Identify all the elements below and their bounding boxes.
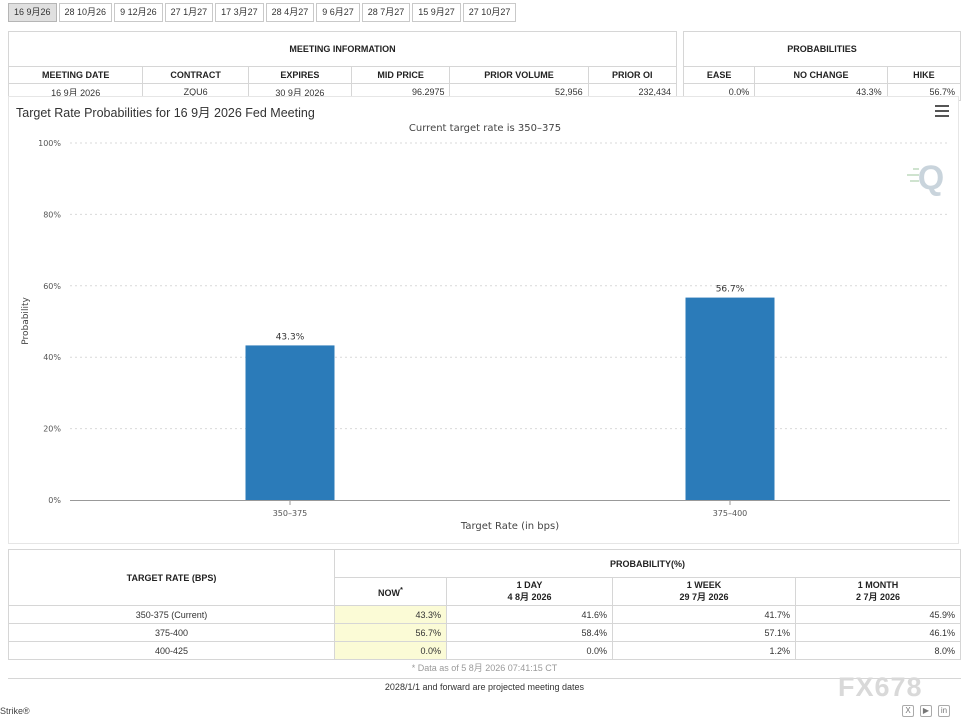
header-1-week: 1 WEEK 29 7月 2026 xyxy=(612,577,796,606)
row-rate: 350-375 (Current) xyxy=(8,605,335,624)
chart-title: Target Rate Probabilities for 16 9月 2026… xyxy=(16,106,315,120)
x-tick-label: 375–400 xyxy=(713,509,748,518)
q-logo-icon: Q xyxy=(907,159,944,197)
x-tick-label: 350–375 xyxy=(273,509,308,518)
header-hike: HIKE xyxy=(886,66,962,84)
tab-meeting-1[interactable]: 28 10月26 xyxy=(58,3,113,22)
watermark: FX678 xyxy=(838,672,923,702)
y-tick-label: 80% xyxy=(43,210,61,219)
table-row: 375-400 56.7% 58.4% 57.1% 46.1% xyxy=(8,623,961,642)
tab-meeting-8[interactable]: 15 9月27 xyxy=(412,3,461,22)
chart-menu-icon[interactable] xyxy=(935,105,949,117)
tab-meeting-6[interactable]: 9 6月27 xyxy=(316,3,360,22)
header-contract: CONTRACT xyxy=(142,66,249,84)
credit-text: Strike® xyxy=(0,706,30,716)
tab-meeting-5[interactable]: 28 4月27 xyxy=(265,3,315,22)
probabilities-table: PROBABILITIES EASE NO CHANGE HIKE 0.0% 4… xyxy=(682,31,962,101)
row-now: 56.7% xyxy=(334,623,447,642)
y-tick-label: 40% xyxy=(43,353,61,362)
header-meeting-date: MEETING DATE xyxy=(7,66,144,84)
row-1-day: 0.0% xyxy=(446,641,613,660)
table-row: 350-375 (Current) 43.3% 41.6% 41.7% 45.9… xyxy=(8,605,961,624)
tab-meeting-4[interactable]: 17 3月27 xyxy=(215,3,264,22)
header-1-month: 1 MONTH 2 7月 2026 xyxy=(795,577,961,606)
y-tick-label: 100% xyxy=(38,139,61,148)
meeting-info-table: MEETING INFORMATION MEETING DATE CONTRAC… xyxy=(7,31,678,101)
x-icon[interactable]: X xyxy=(902,705,914,717)
projected-dates-note: 2028/1/1 and forward are projected meeti… xyxy=(384,682,585,692)
x-axis-title: Target Rate (in bps) xyxy=(460,521,559,532)
footnote-divider xyxy=(8,678,961,679)
header-expires: EXPIRES xyxy=(247,66,352,84)
table-row: 400-425 0.0% 0.0% 1.2% 8.0% xyxy=(8,641,961,660)
y-tick-label: 20% xyxy=(43,425,61,434)
data-label: 56.7% xyxy=(716,285,745,295)
y-tick-label: 60% xyxy=(43,282,61,291)
row-1-month: 45.9% xyxy=(795,605,961,624)
target-rate-probability-table: TARGET RATE (BPS) PROBABILITY(%) NOW* 1 … xyxy=(8,549,961,660)
row-1-month: 46.1% xyxy=(795,623,961,642)
row-now: 43.3% xyxy=(334,605,447,624)
svg-text:Q: Q xyxy=(918,159,944,197)
tab-meeting-7[interactable]: 28 7月27 xyxy=(361,3,411,22)
row-1-day: 41.6% xyxy=(446,605,613,624)
bar xyxy=(245,345,335,500)
header-1-day: 1 DAY 4 8月 2026 xyxy=(446,577,613,606)
tab-meeting-0[interactable]: 16 9月26 xyxy=(8,3,57,22)
row-rate: 375-400 xyxy=(8,623,335,642)
meeting-tabs: 16 9月26 28 10月26 9 12月26 27 1月27 17 3月27… xyxy=(8,3,517,22)
probabilities-caption: PROBABILITIES xyxy=(683,31,961,67)
tab-meeting-9[interactable]: 27 10月27 xyxy=(462,3,517,22)
header-target-rate: TARGET RATE (BPS) xyxy=(8,549,335,606)
row-1-week: 57.1% xyxy=(612,623,796,642)
meeting-info-caption: MEETING INFORMATION xyxy=(8,31,677,67)
data-label: 43.3% xyxy=(276,332,305,342)
row-rate: 400-425 xyxy=(8,641,335,660)
header-prior-volume: PRIOR VOLUME xyxy=(449,66,589,84)
header-probability: PROBABILITY(%) xyxy=(334,549,961,578)
bar xyxy=(685,297,775,500)
y-axis-title: Probability xyxy=(21,297,31,345)
header-prior-oi: PRIOR OI xyxy=(587,66,678,84)
row-now: 0.0% xyxy=(334,641,447,660)
linkedin-icon[interactable]: in xyxy=(938,705,950,717)
row-1-month: 8.0% xyxy=(795,641,961,660)
y-tick-label: 0% xyxy=(48,496,61,505)
header-no-change: NO CHANGE xyxy=(754,66,888,84)
row-1-week: 1.2% xyxy=(612,641,796,660)
row-1-day: 58.4% xyxy=(446,623,613,642)
table-divider xyxy=(8,659,961,660)
chart-subtitle: Current target rate is 350–375 xyxy=(409,123,561,134)
header-ease: EASE xyxy=(682,66,756,84)
chart-panel: Current target rate is 350–375 0% 20% 40% 60… xyxy=(8,96,959,544)
data-as-of-note: * Data as of 5 8月 2026 07:41:15 CT xyxy=(411,663,558,673)
tab-meeting-3[interactable]: 27 1月27 xyxy=(164,3,214,22)
row-1-week: 41.7% xyxy=(612,605,796,624)
social-links: X ▶ in xyxy=(902,705,950,717)
header-mid-price: MID PRICE xyxy=(350,66,451,84)
tab-meeting-2[interactable]: 9 12月26 xyxy=(114,3,163,22)
probability-chart: Current target rate is 350–375 0% 20% 40% 60… xyxy=(21,123,950,532)
youtube-icon[interactable]: ▶ xyxy=(920,705,932,717)
header-now: NOW* xyxy=(334,577,447,606)
